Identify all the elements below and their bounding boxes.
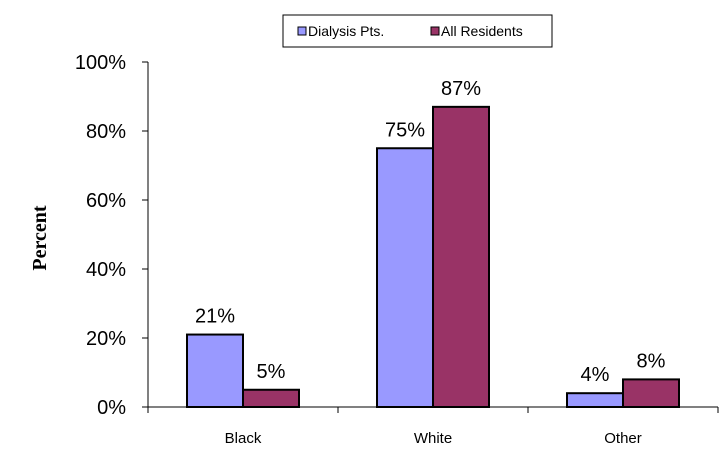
- legend-label-dialysis-pts: Dialysis Pts.: [308, 23, 384, 39]
- y-tick-label: 0%: [97, 397, 126, 419]
- y-tick-label: 20%: [86, 328, 126, 350]
- legend-swatch-all-residents: [430, 26, 440, 36]
- bar-white-dialysis-pts: [376, 147, 434, 408]
- labels: 21% 5% Black 75% 87% White 4% 8% Other: [195, 78, 666, 447]
- data-label-white-dialysis-pts: 75%: [385, 119, 425, 141]
- y-tick-label: 100%: [75, 52, 126, 74]
- x-tick-label-other: Other: [604, 430, 642, 447]
- data-label-black-all-residents: 5%: [257, 361, 286, 383]
- x-tick-label-white: White: [414, 430, 452, 447]
- bars: [186, 105, 680, 409]
- legend-box: [282, 14, 553, 48]
- data-label-black-dialysis-pts: 21%: [195, 306, 235, 328]
- y-axis-title: Percent: [29, 205, 51, 270]
- y-tick-label: 40%: [86, 259, 126, 281]
- data-label-other-all-residents: 8%: [637, 350, 666, 372]
- y-tick-label: 60%: [86, 190, 126, 212]
- bar-other-dialysis-pts: [566, 392, 624, 409]
- legend: Dialysis Pts. All Residents: [282, 14, 553, 48]
- data-label-white-all-residents: 87%: [441, 78, 481, 100]
- x-tick-label-black: Black: [225, 430, 262, 447]
- legend-label-all-residents: All Residents: [441, 23, 523, 39]
- bar-other-all-residents: [622, 378, 680, 408]
- legend-swatch-dialysis-pts: [297, 26, 307, 36]
- bar-white-all-residents: [432, 105, 490, 408]
- bar-black-dialysis-pts: [186, 333, 244, 408]
- data-label-other-dialysis-pts: 4%: [581, 364, 610, 386]
- y-tick-label: 80%: [86, 121, 126, 143]
- bar-black-all-residents: [242, 388, 300, 408]
